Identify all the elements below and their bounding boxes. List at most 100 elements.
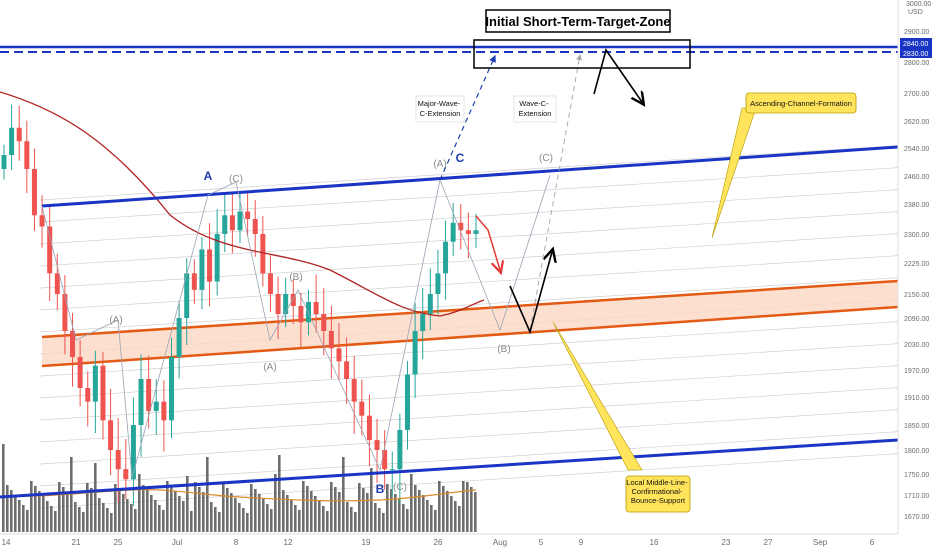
volume-bar: [226, 488, 229, 532]
volume-bar: [194, 482, 197, 532]
date-tick-label: 26: [434, 538, 443, 547]
price-tick-label: 1800.00: [904, 448, 929, 455]
volume-bar: [438, 481, 441, 532]
price-highlight-2830: [900, 48, 932, 58]
volume-bar: [262, 499, 265, 532]
volume-bar: [390, 489, 393, 532]
volume-bar: [430, 505, 433, 532]
volume-bar: [334, 487, 337, 532]
volume-bar: [110, 513, 113, 532]
channel-callout-text: Ascending-Channel-Formation: [750, 99, 852, 108]
volume-bar: [78, 507, 81, 532]
channel-grid-line: [39, 211, 899, 267]
volume-bar: [374, 503, 377, 532]
volume-bar: [394, 494, 397, 532]
volume-bar: [474, 492, 477, 532]
moving-averages: [0, 91, 485, 502]
volume-bar: [198, 487, 201, 532]
candle-body: [24, 141, 30, 169]
candle-body: [92, 365, 98, 402]
volume-bar: [54, 511, 57, 532]
price-tick-label: 1970.00: [904, 368, 929, 375]
date-tick-label: Aug: [493, 538, 507, 547]
candle-body: [397, 430, 403, 470]
volume-bar: [6, 485, 9, 532]
channel-callout-box: [745, 92, 857, 114]
volume-bar: [214, 507, 217, 532]
volume-bar: [10, 490, 13, 532]
candle-body: [283, 294, 289, 314]
volume-bar: [450, 496, 453, 532]
price-tick-label: 2380.00: [904, 202, 929, 209]
volume-bar: [402, 504, 405, 532]
candle-body: [222, 215, 228, 234]
price-tick-label: 2540.00: [904, 146, 929, 153]
volume-bar: [58, 482, 61, 532]
volume-bar: [386, 484, 389, 532]
date-tick-label: 14: [2, 538, 11, 547]
channel-grid-line: [39, 145, 899, 201]
candle-body: [31, 169, 37, 216]
date-tick-label: Sep: [813, 538, 828, 547]
wave-c-note-box: [513, 95, 557, 123]
candle-body: [123, 469, 129, 480]
volume-bar: [322, 506, 325, 532]
volume-bar: [270, 509, 273, 532]
volume-bar: [346, 502, 349, 532]
channel-callout-pointer: [711, 107, 757, 239]
price-tick-label: 2460.00: [904, 174, 929, 181]
volume-bar: [382, 513, 385, 532]
candle-body: [1, 155, 7, 169]
candle-body: [100, 365, 106, 421]
price-tick-label: 2090.00: [904, 316, 929, 323]
volume-bar: [406, 509, 409, 532]
volume-bar: [50, 506, 53, 532]
candle-body: [214, 234, 220, 282]
candle-body: [85, 388, 91, 402]
date-tick-label: 16: [650, 538, 659, 547]
candle-body: [290, 294, 296, 306]
volume-bar: [266, 504, 269, 532]
volume-bar: [286, 495, 289, 532]
candle-body: [420, 314, 426, 331]
price-tick-label: 2300.00: [904, 232, 929, 239]
volume-bar: [30, 481, 33, 532]
volume-bar: [246, 513, 249, 532]
candle-body: [199, 249, 205, 290]
red-pullback-arrow: [475, 215, 500, 270]
candle-body: [252, 219, 258, 234]
candle-body: [237, 211, 243, 231]
major-wave-note-line2: C-Extension: [420, 109, 461, 118]
candle-body: [435, 273, 441, 294]
volume-bar: [238, 503, 241, 532]
channel-grid-lines: [39, 145, 899, 509]
volume-bar: [338, 492, 341, 532]
volume-bar: [150, 495, 153, 532]
volume-bar: [330, 482, 333, 532]
middle-band-bottom: [41, 305, 899, 368]
price-axis-top-label: 3000.00: [906, 1, 931, 8]
wave-label-A-paren-2: (A): [263, 362, 276, 373]
volume-bar: [106, 508, 109, 532]
price-tick-label: 2225.00: [904, 261, 929, 268]
support-callout-line3: Bounce-Support: [631, 496, 686, 505]
volume-bar: [38, 491, 41, 532]
date-tick-label: 23: [722, 538, 731, 547]
volume-bar: [178, 496, 181, 532]
volume-bar: [254, 489, 257, 532]
candle-body: [54, 273, 60, 294]
volume-bar: [442, 486, 445, 532]
channel-lower-line: [0, 438, 899, 499]
volume-bar: [470, 487, 473, 532]
volume-bar: [98, 498, 101, 532]
candle-body: [443, 241, 449, 274]
candle-body: [184, 273, 190, 318]
candle-body: [374, 440, 380, 450]
support-callout-pointer: [552, 321, 643, 471]
support-callout-line1: Local Middle-Line-: [626, 478, 688, 487]
date-tick-label: 21: [72, 538, 81, 547]
volume-bar: [174, 491, 177, 532]
channel-grid-line: [39, 189, 899, 245]
date-tick-label: 6: [870, 538, 875, 547]
volume-bar: [250, 484, 253, 532]
